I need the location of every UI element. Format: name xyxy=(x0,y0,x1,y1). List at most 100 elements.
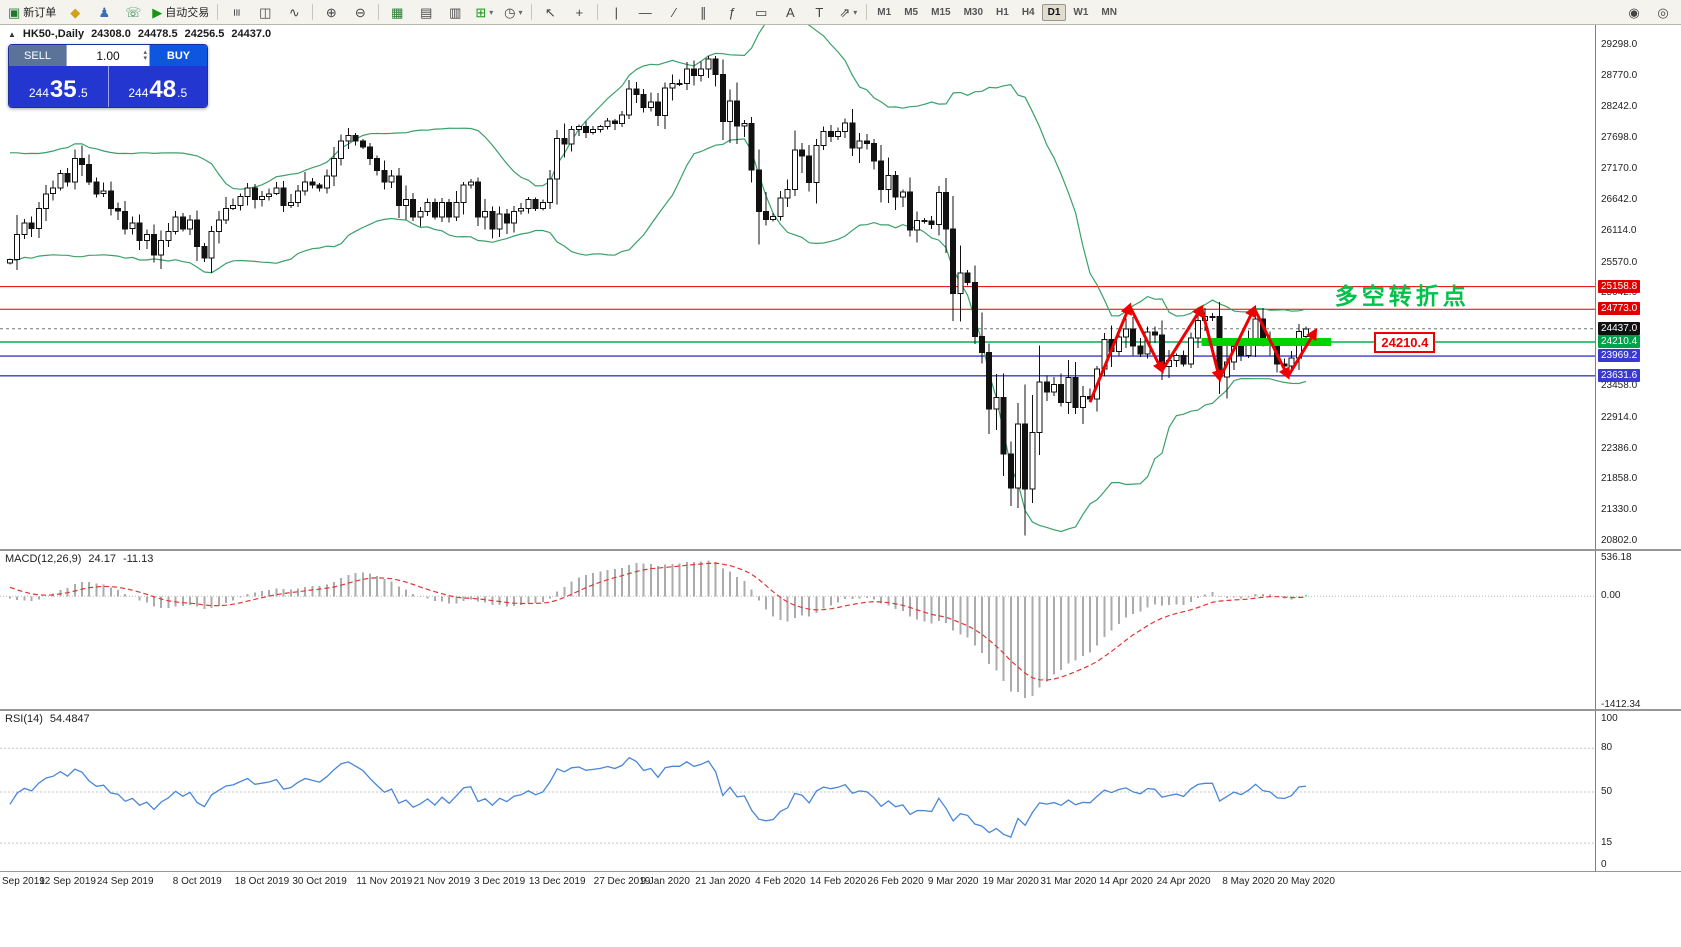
autotrading-icon: ▶ xyxy=(152,4,163,20)
date-label: 21 Nov 2019 xyxy=(413,876,471,887)
candlestick-series xyxy=(7,56,1309,536)
shapes-icon: ▭ xyxy=(755,4,768,20)
arrow-objects-button[interactable]: ⇗ ▾ xyxy=(834,1,862,23)
timeframe-m5-button[interactable]: M5 xyxy=(904,6,919,18)
macd-canvas[interactable] xyxy=(0,551,1595,709)
date-label: 21 Jan 2020 xyxy=(695,876,751,887)
volume-up-button[interactable]: ▴ xyxy=(143,48,147,56)
macd-tick: 0.00 xyxy=(1601,590,1621,602)
one-click-trading-panel: SELL 1.00 ▴ ▾ BUY 244 35.5 2 xyxy=(8,44,208,108)
profile-icon: ♟ xyxy=(98,4,111,20)
rsi-pane[interactable]: RSI(14) 54.4847 xyxy=(0,711,1595,872)
new-chart-button[interactable]: ⊞ ▾ xyxy=(470,1,498,23)
indicators-button[interactable]: ▦ xyxy=(383,1,411,23)
line-chart-icon: ∿ xyxy=(288,4,300,20)
sell-price-suffix: .5 xyxy=(77,86,88,100)
vertical-line-button[interactable]: | xyxy=(602,1,630,23)
rsi-line xyxy=(9,756,1307,838)
cascade-windows-button[interactable]: ▥ xyxy=(441,1,469,23)
shapes-button[interactable]: ▭ xyxy=(747,1,775,23)
timeframe-w1-button[interactable]: W1 xyxy=(1073,6,1089,18)
timeframe-d1-button[interactable]: D1 xyxy=(1041,3,1067,21)
text-icon: A xyxy=(785,4,795,20)
volume-down-button[interactable]: ▾ xyxy=(143,54,147,62)
candlestick-chart-button[interactable]: ◫ xyxy=(251,1,279,23)
timeframe-m1-button[interactable]: M1 xyxy=(877,6,892,18)
history-center-button[interactable]: ◷ ▾ xyxy=(499,1,527,23)
text-label-button[interactable]: T xyxy=(805,1,833,23)
price-tick: 22386.0 xyxy=(1601,442,1638,454)
history-center-icon: ◷ xyxy=(504,4,516,20)
macd-pane[interactable]: MACD(12,26,9) 24.17 -11.13 xyxy=(0,551,1595,711)
price-tick: 28242.0 xyxy=(1601,100,1638,112)
macd-tick: 536.18 xyxy=(1601,552,1632,563)
macd-signal-line xyxy=(9,562,1307,681)
chart-options-icon: ◎ xyxy=(1657,4,1669,20)
crosshair-icon: + xyxy=(575,4,584,20)
fibonacci-button[interactable]: ƒ xyxy=(718,1,746,23)
date-label: 24 Sep 2019 xyxy=(96,876,154,887)
buy-price-prefix: 244 xyxy=(128,86,149,100)
volume-input[interactable]: 1.00 ▴ ▾ xyxy=(66,45,150,66)
buy-button[interactable]: 244 48.5 xyxy=(107,66,208,107)
zoom-in-icon: ⊕ xyxy=(325,4,337,20)
new-order-button[interactable]: ▣ 新订单 xyxy=(4,1,60,23)
rsi-tick: 50 xyxy=(1601,786,1613,797)
timeframe-mn-button[interactable]: MN xyxy=(1101,6,1117,18)
date-label: 27 Dec 2019 xyxy=(593,876,651,887)
chart-options-button[interactable]: ◎ xyxy=(1649,1,1677,23)
bar-chart-button[interactable]: ≡ xyxy=(222,1,250,23)
text-label-icon: T xyxy=(815,4,824,20)
cascade-windows-icon: ▥ xyxy=(449,4,462,20)
volume-value: 1.00 xyxy=(96,48,120,63)
main-chart-pane[interactable]: ▲ HK50-,Daily 24308.0 24478.5 24256.5 24… xyxy=(0,25,1595,551)
rsi-canvas[interactable] xyxy=(0,711,1595,871)
trendline-button[interactable]: ∕ xyxy=(660,1,688,23)
price-tick: 25042.0 xyxy=(1601,287,1638,299)
low-value: 24256.5 xyxy=(184,28,225,40)
timeframe-m30-button[interactable]: M30 xyxy=(963,6,984,18)
rsi-tick: 15 xyxy=(1601,837,1613,849)
price-chart-canvas[interactable] xyxy=(0,25,1595,549)
price-level-tag: 24437.0 xyxy=(1598,321,1641,335)
timeframe-h4-button[interactable]: H4 xyxy=(1021,6,1035,18)
date-label: 18 Oct 2019 xyxy=(234,876,290,887)
rsi-axis[interactable]: 100 80 50 15 0 xyxy=(1595,711,1681,872)
date-label: 13 Dec 2019 xyxy=(528,876,586,887)
price-tick: 21858.0 xyxy=(1601,473,1638,485)
volume-spinner: ▴ ▾ xyxy=(143,45,147,66)
support-button[interactable]: ☏ xyxy=(119,1,147,23)
sell-button[interactable]: 244 35.5 xyxy=(9,66,108,107)
autotrading-button[interactable]: ▶ 自动交易 xyxy=(148,1,213,23)
arrange-windows-button[interactable]: ▤ xyxy=(412,1,440,23)
date-label: 4 Feb 2020 xyxy=(755,876,806,887)
zoom-out-button[interactable]: ⊖ xyxy=(346,1,374,23)
crosshair-button[interactable]: + xyxy=(565,1,593,23)
chart-search-button[interactable]: ◉ xyxy=(1620,1,1648,23)
price-axis[interactable]: 29298.0 28770.0 28242.0 27698.0 27170.0 26642… xyxy=(1595,25,1681,551)
cursor-button[interactable]: ↖ xyxy=(536,1,564,23)
macd-value-signal: -11.13 xyxy=(122,553,154,565)
date-label: 8 Oct 2019 xyxy=(172,876,222,887)
time-axis[interactable]: Sep 2019 12 Sep 2019 24 Sep 2019 8 Oct 2019… xyxy=(0,872,1681,896)
zoom-in-button[interactable]: ⊕ xyxy=(317,1,345,23)
timeframe-m15-button[interactable]: M15 xyxy=(931,6,951,18)
timeframe-h1-button[interactable]: H1 xyxy=(996,6,1009,18)
sell-header[interactable]: SELL xyxy=(9,45,66,66)
channel-button[interactable]: ∥ xyxy=(689,1,717,23)
profile-button[interactable]: ♟ xyxy=(90,1,118,23)
macd-axis[interactable]: 536.18 0.00 -1412.34 xyxy=(1595,551,1681,711)
line-chart-button[interactable]: ∿ xyxy=(280,1,308,23)
horizontal-line-button[interactable]: — xyxy=(631,1,659,23)
sell-price-prefix: 244 xyxy=(28,86,49,100)
rsi-tick: 100 xyxy=(1601,713,1618,724)
bar-chart-icon: ≡ xyxy=(228,8,244,16)
date-label: 9 Jan 2020 xyxy=(640,876,690,887)
fibonacci-icon: ƒ xyxy=(728,4,736,20)
buy-header[interactable]: BUY xyxy=(150,45,207,66)
chart-marker-icon[interactable]: ▲ xyxy=(8,29,16,39)
text-button[interactable]: A xyxy=(776,1,804,23)
date-label: 30 Oct 2019 xyxy=(292,876,347,887)
macd-label: MACD(12,26,9) 24.17 -11.13 xyxy=(5,553,153,565)
metaeditor-button[interactable]: ◆ xyxy=(61,1,89,23)
